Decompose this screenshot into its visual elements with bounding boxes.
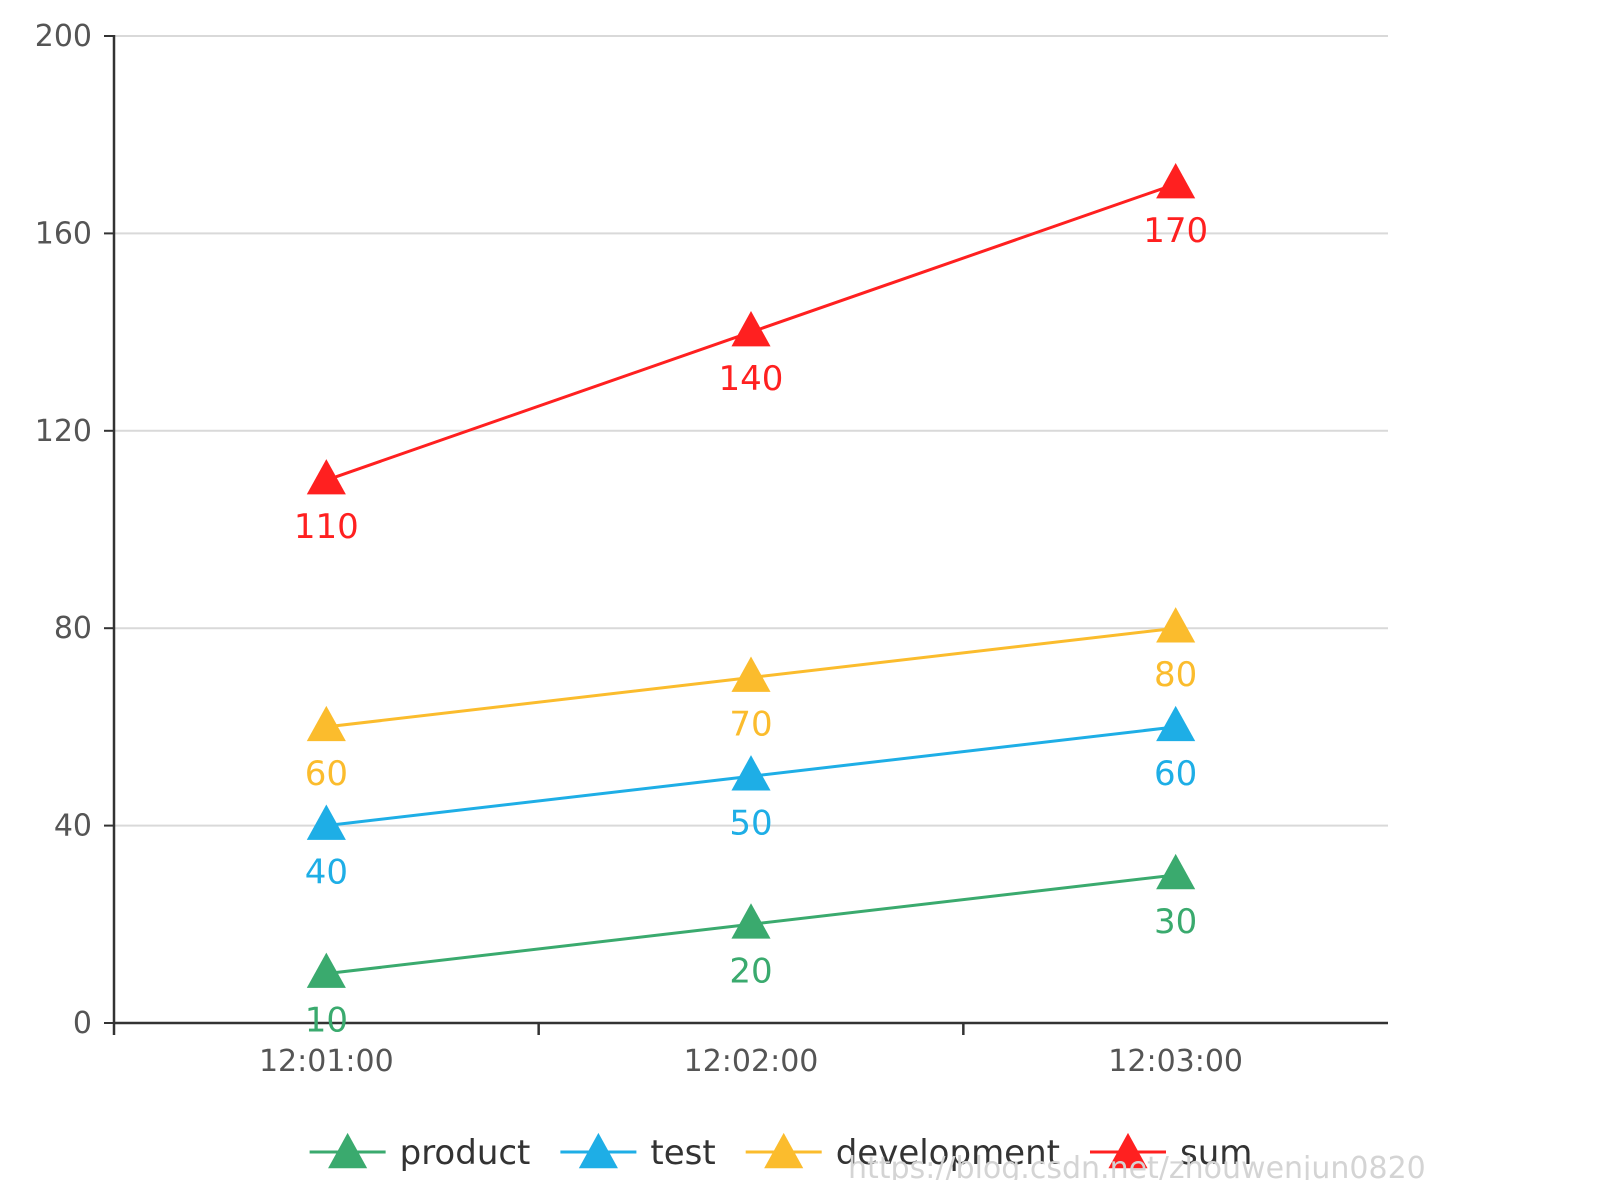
marker-sum <box>1156 162 1196 199</box>
data-label-sum: 140 <box>719 359 784 399</box>
y-tick-label: 120 <box>35 414 92 449</box>
y-tick-label: 160 <box>35 216 92 251</box>
data-label-product: 10 <box>305 1001 348 1041</box>
axes: 0 40 80 120 160 200 12:01:00 12:02:00 12:03:00 <box>35 19 1388 1079</box>
marker-product <box>1156 853 1196 890</box>
y-tick-label: 80 <box>54 611 92 646</box>
legend-item-product[interactable]: product <box>309 1132 531 1173</box>
legend-label: sum <box>1180 1133 1252 1173</box>
legend-marker-icon <box>578 1132 618 1169</box>
x-tick-label: 12:02:00 <box>684 1044 819 1079</box>
marker-product <box>306 952 346 988</box>
data-label-sum: 110 <box>294 507 359 547</box>
watermark-text: https://blog.csdn.net/zhouwenjun0820 <box>848 1151 1426 1180</box>
data-label-development: 60 <box>305 754 348 794</box>
y-tick-label: 0 <box>73 1006 92 1041</box>
legend-item-development[interactable]: development <box>745 1132 1060 1173</box>
marker-sum <box>731 311 771 347</box>
data-label-development: 80 <box>1154 655 1197 695</box>
data-label-test: 50 <box>729 803 772 843</box>
legend-label: test <box>650 1133 715 1173</box>
legend-item-test[interactable]: test <box>560 1132 716 1173</box>
y-tick-label: 200 <box>35 19 92 54</box>
data-label-sum: 170 <box>1143 211 1208 251</box>
marker-development <box>731 656 771 692</box>
legend[interactable]: product test development sum <box>309 1132 1253 1173</box>
data-labels: 10 20 30 40 50 60 60 70 80 110 140 170 <box>294 211 1208 1041</box>
x-tick-label: 12:03:00 <box>1108 1044 1243 1079</box>
x-tick-label: 12:01:00 <box>259 1044 394 1079</box>
marker-sum <box>306 459 346 495</box>
legend-marker-icon <box>1108 1132 1148 1169</box>
data-label-product: 30 <box>1154 902 1197 942</box>
y-tick-label: 40 <box>54 809 92 844</box>
marker-test <box>1156 705 1196 742</box>
legend-label: product <box>400 1133 531 1173</box>
legend-marker-icon <box>764 1132 804 1169</box>
marker-development <box>306 705 346 742</box>
legend-marker-icon <box>328 1132 368 1169</box>
legend-label: development <box>836 1133 1060 1173</box>
legend-item-sum[interactable]: sum <box>1089 1132 1252 1173</box>
marker-product <box>731 903 771 939</box>
data-label-product: 20 <box>729 951 772 991</box>
data-label-development: 70 <box>729 705 772 745</box>
series-lines <box>306 162 1196 988</box>
marker-development <box>1156 607 1196 643</box>
marker-test <box>731 755 771 791</box>
data-label-test: 40 <box>305 853 348 893</box>
marker-test <box>306 804 346 840</box>
data-label-test: 60 <box>1154 754 1197 794</box>
